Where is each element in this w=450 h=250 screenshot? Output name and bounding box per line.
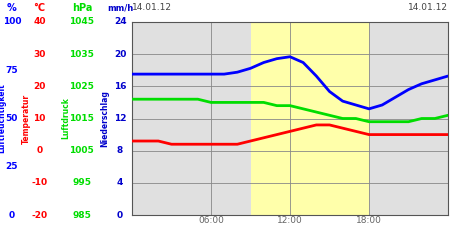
- Text: 985: 985: [72, 210, 91, 220]
- Text: 12: 12: [114, 114, 126, 123]
- Text: 1025: 1025: [69, 82, 94, 91]
- Text: 0: 0: [36, 146, 43, 155]
- Text: 50: 50: [6, 114, 18, 123]
- Text: -20: -20: [32, 210, 48, 220]
- Text: 1015: 1015: [69, 114, 94, 123]
- Text: mm/h: mm/h: [107, 4, 133, 13]
- Text: 0: 0: [117, 210, 123, 220]
- Bar: [251, 22, 369, 215]
- Text: 24: 24: [114, 18, 126, 26]
- Text: Niederschlag: Niederschlag: [100, 90, 109, 147]
- Text: 14.01.12: 14.01.12: [408, 3, 448, 12]
- Text: 14.01.12: 14.01.12: [132, 3, 172, 12]
- Text: %: %: [7, 3, 17, 13]
- Text: hPa: hPa: [72, 3, 92, 13]
- Text: 1045: 1045: [69, 18, 94, 26]
- Text: 20: 20: [33, 82, 46, 91]
- Text: 995: 995: [72, 178, 91, 187]
- Text: 8: 8: [117, 146, 123, 155]
- Text: 30: 30: [33, 50, 46, 59]
- Text: 40: 40: [33, 18, 46, 26]
- Text: 1035: 1035: [69, 50, 94, 59]
- Text: Temperatur: Temperatur: [22, 94, 31, 144]
- Text: °C: °C: [34, 3, 45, 13]
- Text: -10: -10: [32, 178, 48, 187]
- Text: 1005: 1005: [69, 146, 94, 155]
- Text: Luftfeuchtigkeit: Luftfeuchtigkeit: [0, 84, 6, 153]
- Text: 10: 10: [33, 114, 46, 123]
- Text: 16: 16: [114, 82, 126, 91]
- Text: Luftdruck: Luftdruck: [62, 98, 71, 140]
- Text: 100: 100: [3, 18, 21, 26]
- Text: 25: 25: [6, 162, 18, 171]
- Text: 0: 0: [9, 210, 15, 220]
- Text: 4: 4: [117, 178, 123, 187]
- Text: 75: 75: [5, 66, 18, 75]
- Text: 20: 20: [114, 50, 126, 59]
